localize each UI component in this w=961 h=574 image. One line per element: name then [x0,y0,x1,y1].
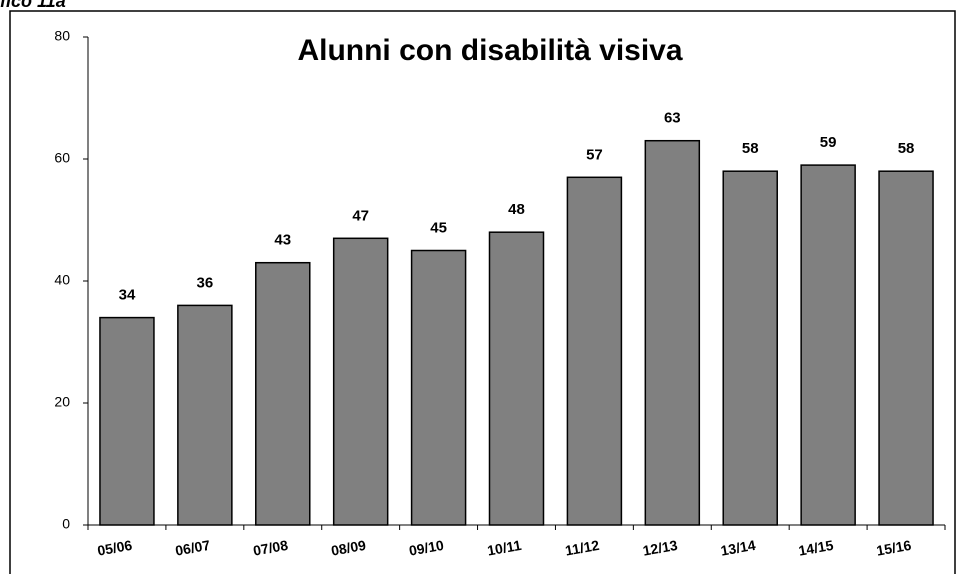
y-tick-label: 20 [54,394,70,410]
chart-title: Alunni con disabilità visiva [297,34,682,67]
x-tick-label: 08/09 [330,537,367,559]
bar [255,261,311,526]
value-label: 63 [664,110,681,127]
value-label: 48 [508,201,525,218]
bar [800,164,856,526]
x-tick-label: 12/13 [641,537,678,559]
bar [99,316,155,526]
x-tick-label: 11/12 [564,537,601,559]
bar [332,237,389,526]
value-label: 47 [352,207,369,224]
x-tick-label: 15/16 [875,537,912,559]
value-label: 58 [742,140,759,157]
x-tick-label: 07/08 [252,537,289,559]
value-label: 57 [586,146,603,163]
value-label: 58 [898,140,915,157]
value-label: 34 [119,287,136,304]
bar [410,249,467,526]
bar [722,170,778,526]
bar [644,139,701,526]
value-label: 59 [820,134,837,151]
bar [878,170,934,526]
y-tick-label: 40 [54,272,70,288]
y-tick-label: 60 [54,150,70,166]
x-tick-label: 05/06 [96,537,133,559]
y-tick-label: 80 [54,28,70,44]
x-tick-label: 10/11 [486,537,523,559]
value-label: 45 [430,219,447,236]
value-label: 36 [197,274,214,291]
x-tick-label: 06/07 [174,537,211,559]
y-tick-label: 0 [62,516,70,532]
bar [177,304,233,526]
x-tick-label: 14/15 [797,537,834,559]
x-tick-label: 13/14 [719,537,756,559]
value-label: 43 [274,232,291,249]
caption: fico 11a [0,0,66,11]
chart-frame [9,10,956,574]
bar [566,176,623,526]
bar [488,231,545,526]
x-tick-label: 09/10 [408,537,445,559]
